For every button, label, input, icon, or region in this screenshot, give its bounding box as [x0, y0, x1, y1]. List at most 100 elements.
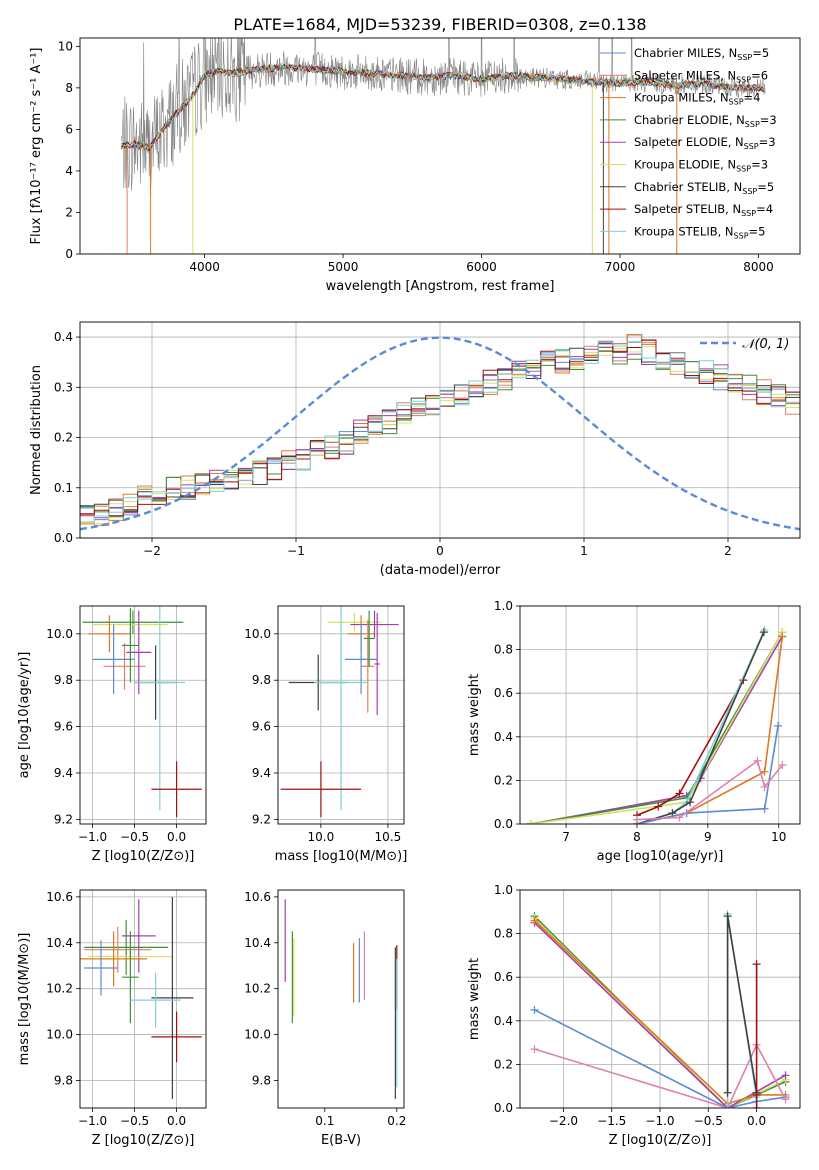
series-marker	[760, 767, 769, 776]
histogram-kroupa_elodie	[80, 346, 800, 538]
legend-label: Salpeter STELIB, N	[634, 202, 741, 216]
x-tick-label: 10	[771, 830, 786, 844]
age_vs_mass-xlabel: mass [log10(M/M⊙)]	[275, 849, 408, 864]
histogram-salpeter_miles	[80, 334, 800, 538]
legend-entry: Kroupa MILES, NSSP=4	[634, 91, 760, 107]
series-marker	[654, 802, 663, 811]
errorbar-point	[84, 926, 152, 973]
y-tick-label: 0.2	[54, 431, 73, 445]
massweight_vs_Z-ylabel: mass weight	[467, 958, 482, 1040]
series-marker	[723, 912, 732, 921]
massweight_vs_Z-frame	[519, 889, 801, 1109]
y-tick-label: 9.8	[54, 1073, 73, 1087]
y-tick-label: 10.0	[244, 627, 271, 641]
series-line-5	[636, 631, 765, 824]
y-tick-label: 0.6	[494, 970, 513, 984]
histogram-chabrier_stelib	[80, 341, 800, 538]
figure-title: PLATE=1684, MJD=53239, FIBERID=0308, z=0…	[233, 15, 646, 34]
mass_vs_Z-xlabel: Z [log10(Z/Z⊙)]	[92, 1133, 195, 1148]
errorbar-point	[327, 612, 382, 632]
mass_vs_ebv-xlabel: E(B-V)	[321, 1133, 361, 1148]
age_vs_Z-frame	[79, 605, 207, 825]
massweight_vs_age-xlabel: age [log10(age/yr)]	[597, 849, 724, 864]
x-tick-label: 1	[580, 544, 588, 558]
legend-count: =5	[757, 180, 774, 194]
series-marker	[530, 1045, 539, 1054]
x-tick-label: 8000	[743, 260, 774, 274]
x-tick-label: −2.0	[549, 1114, 578, 1128]
legend-count: =3	[760, 113, 777, 127]
series-marker	[760, 782, 769, 791]
y-tick-label: 9.6	[252, 720, 271, 734]
y-tick-label: 0.6	[494, 686, 513, 700]
legend-count: =5	[752, 46, 769, 60]
y-tick-label: 9.8	[252, 1073, 271, 1087]
spectrum-plot-area	[121, 38, 766, 254]
y-tick-label: 10.2	[244, 982, 271, 996]
series-marker	[632, 815, 641, 824]
series-marker	[675, 813, 684, 822]
x-tick-label: 0.0	[167, 1114, 186, 1128]
histogram-chabrier_miles	[80, 334, 800, 538]
y-tick-label: 0.0	[494, 817, 513, 831]
massweight_vs_age-panel: 7 8 9 10 0.0 0.2 0.4 0.6 0.8 1.0 age [log10(age/yr…	[467, 599, 801, 864]
errorbar-point	[151, 1011, 202, 1063]
series-marker	[778, 761, 787, 770]
mass_vs_Z-frame	[79, 889, 207, 1109]
y-tick-label: 0.0	[54, 531, 73, 545]
errorbar-point	[345, 624, 378, 695]
normal-legend-label: 𝒩(0, 1)	[742, 337, 789, 352]
age_vs_Z-panel: −1.0 −0.5 0.0 9.2 9.4 9.6 9.8 10.0 Z [log10(Z/Z⊙…	[17, 605, 207, 864]
series-marker	[760, 625, 769, 634]
legend-sub: SSP	[742, 187, 757, 196]
spectrum-data-line	[121, 38, 766, 197]
y-tick-label: 4	[65, 164, 73, 178]
spectrum-ylabel: Flux [fλ10⁻¹⁷ erg cm⁻² s⁻¹ A⁻¹]	[29, 48, 44, 245]
massweight_vs_Z-plot-area	[530, 909, 790, 1108]
x-tick-label: −1.5	[597, 1114, 626, 1128]
massweight_vs_age-ylabel: mass weight	[467, 674, 482, 756]
x-tick-label: 0.2	[387, 1114, 406, 1128]
y-tick-label: 10.0	[46, 627, 73, 641]
histogram-kroupa_miles	[80, 334, 800, 538]
y-tick-label: 9.2	[54, 812, 73, 826]
series-marker	[774, 721, 783, 730]
y-tick-label: 0.3	[54, 380, 73, 394]
spectrum-panel: 4000 5000 6000 7000 8000 0 2 4 6 8 10 wavelength [A…	[29, 37, 801, 294]
massweight_vs_age-plot-area	[526, 625, 787, 824]
y-tick-label: 2	[65, 205, 73, 219]
y-tick-label: 0.4	[494, 730, 513, 744]
errorbar-point	[151, 761, 202, 818]
series-marker	[781, 1095, 790, 1104]
y-tick-label: 1.0	[494, 599, 513, 613]
legend-count: =3	[759, 135, 776, 149]
legend-count: =6	[751, 68, 768, 82]
x-tick-label: 10.0	[308, 830, 335, 844]
mass_vs_Z-plot-area	[80, 896, 202, 1099]
residuals-grid	[80, 322, 800, 539]
y-tick-label: 10.2	[46, 982, 73, 996]
errorbar-point	[374, 612, 380, 715]
legend-label: Kroupa MILES, N	[634, 91, 729, 105]
y-tick-label: 10.4	[46, 936, 73, 950]
age_vs_Z-plot-area	[82, 606, 202, 818]
series-marker	[530, 1005, 539, 1014]
y-tick-label: 10.6	[46, 890, 73, 904]
spectrum-xlabel: wavelength [Angstrom, rest frame]	[326, 279, 555, 294]
y-tick-label: 0	[65, 247, 73, 261]
series-marker	[752, 1090, 761, 1099]
legend-sub: SSP	[744, 142, 759, 151]
series-marker	[759, 628, 768, 637]
legend-count: =4	[744, 91, 761, 105]
mass_vs_ebv-panel: 0.1 0.2 9.8 10.0 10.2 10.4 10.6 E(B-V)	[244, 889, 406, 1148]
errorbar-point	[84, 919, 169, 975]
x-tick-label: 7	[562, 830, 570, 844]
legend-sub: SSP	[741, 209, 756, 218]
mass_vs_ebv-plot-area	[284, 899, 398, 1099]
errorbar-point	[82, 610, 184, 634]
model-line-7	[121, 63, 765, 151]
residuals-xlabel: (data-model)/error	[380, 563, 501, 578]
y-tick-label: 9.4	[252, 766, 271, 780]
massweight_vs_Z-panel: −2.0 −1.5 −1.0 −0.5 0.0 0.0 0.2 0.4 0.6 0.8 1.0 Z […	[467, 883, 801, 1148]
x-tick-label: 9	[704, 830, 712, 844]
